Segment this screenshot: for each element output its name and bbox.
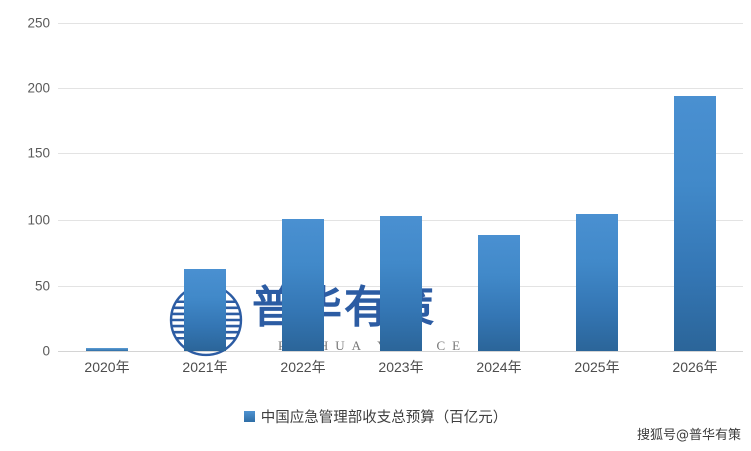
gridline-250 xyxy=(58,23,743,24)
source-credit: 搜狐号@普华有策 xyxy=(636,428,741,443)
legend-item-label: 中国应急管理部收支总预算（百亿元） xyxy=(260,409,508,426)
x-axis-tick-label-2026: 2026年 xyxy=(672,359,718,375)
x-axis-line xyxy=(58,351,743,352)
x-axis-tick-label-2022: 2022年 xyxy=(280,359,326,375)
x-axis-tick-label-2023: 2023年 xyxy=(378,359,424,375)
y-axis-tick-label: 200 xyxy=(27,80,50,96)
bar-2025[interactable] xyxy=(576,214,618,351)
x-axis-tick-label-2025: 2025年 xyxy=(574,359,620,375)
y-axis-tick-labels: 250 200 150 100 50 0 xyxy=(0,14,50,357)
y-axis-tick-label: 100 xyxy=(27,212,50,228)
legend-swatch-icon xyxy=(243,410,255,422)
x-axis-tick-labels: 2020年 2021年 2022年 2023年 2024年 2025年 2026… xyxy=(58,356,743,382)
x-axis-tick-label-2021: 2021年 xyxy=(182,359,228,375)
bar-2022[interactable] xyxy=(282,219,324,351)
y-axis-tick-label: 250 xyxy=(27,15,50,31)
bar-2026[interactable] xyxy=(674,96,716,351)
bar-2024[interactable] xyxy=(478,235,520,351)
bar-2023[interactable] xyxy=(380,216,422,351)
chart-legend: 中国应急管理部收支总预算（百亿元） xyxy=(0,404,751,428)
gridline-150 xyxy=(58,153,743,154)
y-axis-tick-label: 0 xyxy=(42,343,50,359)
bars-layer xyxy=(58,14,743,351)
y-axis-tick-label: 150 xyxy=(27,145,50,161)
y-axis-tick-label: 50 xyxy=(34,278,50,294)
x-axis-tick-label-2024: 2024年 xyxy=(476,359,522,375)
gridline-200 xyxy=(58,88,743,89)
bar-2020[interactable] xyxy=(86,348,128,351)
bar-2021[interactable] xyxy=(184,269,226,351)
x-axis-tick-label-2020: 2020年 xyxy=(84,359,130,375)
